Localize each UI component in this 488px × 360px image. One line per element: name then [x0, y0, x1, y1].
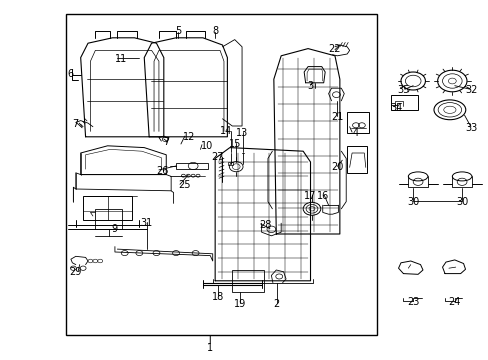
Text: 13: 13	[235, 128, 248, 138]
Bar	[95, 209, 122, 229]
Text: 27: 27	[211, 152, 224, 162]
Text: 18: 18	[211, 292, 224, 302]
Text: 12: 12	[183, 132, 195, 142]
Text: 4: 4	[351, 128, 358, 138]
Text: 9: 9	[112, 224, 118, 234]
Text: 3: 3	[307, 81, 313, 91]
Text: 34: 34	[389, 103, 402, 113]
Text: 2: 2	[273, 299, 279, 309]
Text: 8: 8	[212, 26, 218, 36]
Bar	[83, 196, 132, 220]
Text: 10: 10	[200, 141, 212, 151]
Text: 29: 29	[69, 267, 82, 277]
Text: 5: 5	[175, 26, 181, 36]
Bar	[346, 112, 368, 133]
Text: 35: 35	[396, 85, 409, 95]
Text: 6: 6	[68, 69, 74, 79]
Text: 15: 15	[228, 139, 241, 149]
Text: 30: 30	[406, 197, 419, 207]
Text: 31: 31	[140, 218, 153, 228]
Text: 11: 11	[115, 54, 127, 64]
Text: 28: 28	[259, 220, 271, 230]
Text: 23: 23	[406, 297, 419, 307]
Bar	[232, 270, 264, 292]
Text: 22: 22	[328, 44, 341, 54]
Text: 19: 19	[233, 299, 245, 309]
Text: 24: 24	[447, 297, 460, 307]
Bar	[66, 14, 376, 335]
Bar	[228, 162, 233, 165]
Text: 25: 25	[178, 180, 191, 190]
Text: 17: 17	[304, 191, 316, 201]
Text: 7: 7	[163, 137, 169, 147]
Bar	[346, 146, 366, 173]
Text: 20: 20	[330, 162, 343, 172]
Text: 14: 14	[220, 126, 232, 136]
Text: 33: 33	[465, 123, 477, 133]
Bar	[176, 163, 207, 169]
Text: 16: 16	[316, 191, 328, 201]
Text: 7: 7	[73, 119, 79, 129]
Bar	[390, 95, 417, 110]
Text: 30: 30	[455, 197, 468, 207]
Text: 1: 1	[207, 343, 213, 354]
Text: 26: 26	[156, 166, 168, 176]
Text: 21: 21	[330, 112, 343, 122]
Text: 32: 32	[465, 85, 477, 95]
